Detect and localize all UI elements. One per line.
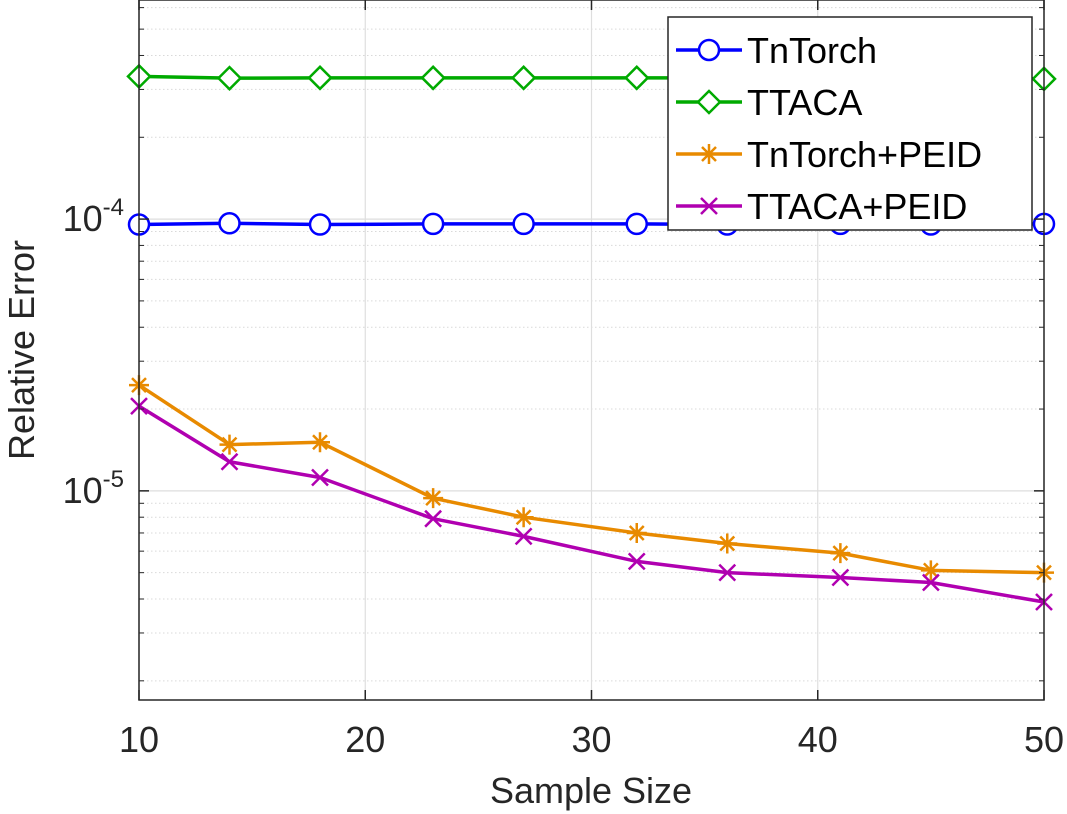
- x-axis-label: Sample Size: [490, 770, 692, 811]
- legend-entry: TnTorch+PEID: [676, 134, 982, 175]
- legend-entry: TnTorch: [676, 30, 877, 71]
- asterisk-marker: [717, 533, 738, 554]
- asterisk-marker: [830, 543, 851, 564]
- legend: TnTorch TTACA TnTorch+PEID TTACA+PEID: [667, 16, 1033, 231]
- y-axis-label: Relative Error: [1, 240, 42, 460]
- x-tick-label: 30: [571, 719, 611, 760]
- legend-label: TnTorch+PEID: [747, 134, 982, 175]
- legend-label: TTACA+PEID: [747, 186, 967, 227]
- diamond-marker: [307, 65, 333, 91]
- cross-marker: [831, 568, 850, 587]
- asterisk-marker: [699, 144, 719, 164]
- x-tick-label: 10: [119, 719, 159, 760]
- legend-box: [667, 16, 1033, 231]
- y-tick-label: 10-4: [63, 194, 124, 239]
- diamond-marker: [420, 65, 446, 91]
- x-tick-label: 50: [1024, 719, 1064, 760]
- circle-marker: [697, 38, 721, 62]
- cross-marker: [424, 509, 443, 528]
- cross-marker: [514, 527, 533, 546]
- diamond-marker: [623, 65, 650, 91]
- legend-label: TnTorch: [747, 30, 877, 71]
- legend-entry: TTACA+PEID: [676, 186, 967, 227]
- cross-marker: [700, 197, 718, 215]
- series-line: [138, 404, 1045, 604]
- cross-marker: [627, 552, 646, 571]
- cross-marker: [718, 563, 737, 582]
- cross-marker: [311, 468, 329, 487]
- series-layer: [126, 63, 1057, 611]
- x-tick-label: 40: [798, 719, 838, 760]
- legend-label: TTACA: [747, 82, 862, 123]
- circle-marker: [218, 212, 241, 235]
- circle-marker: [512, 212, 535, 236]
- tick-marks: [138, 0, 1045, 700]
- asterisk-marker: [310, 432, 330, 453]
- x-tick-labels: 10 20 30 40 50: [119, 719, 1064, 760]
- cross-marker: [220, 452, 239, 471]
- circle-marker: [421, 212, 445, 236]
- y-tick-labels: 10-5 10-4: [63, 194, 124, 511]
- cross-marker: [921, 573, 940, 592]
- circle-marker: [625, 212, 648, 236]
- circle-marker: [308, 213, 332, 236]
- y-tick-label: 10-5: [63, 466, 124, 511]
- legend-entry: TTACA: [676, 82, 862, 123]
- series-line: [138, 383, 1045, 575]
- diamond-marker: [696, 89, 722, 115]
- asterisk-marker: [219, 434, 240, 455]
- asterisk-marker: [513, 507, 534, 528]
- diamond-marker: [510, 65, 537, 91]
- asterisk-marker: [626, 522, 647, 543]
- x-tick-label: 20: [345, 719, 385, 760]
- asterisk-marker: [423, 488, 444, 509]
- asterisk-marker: [920, 560, 941, 581]
- diamond-marker: [216, 65, 243, 91]
